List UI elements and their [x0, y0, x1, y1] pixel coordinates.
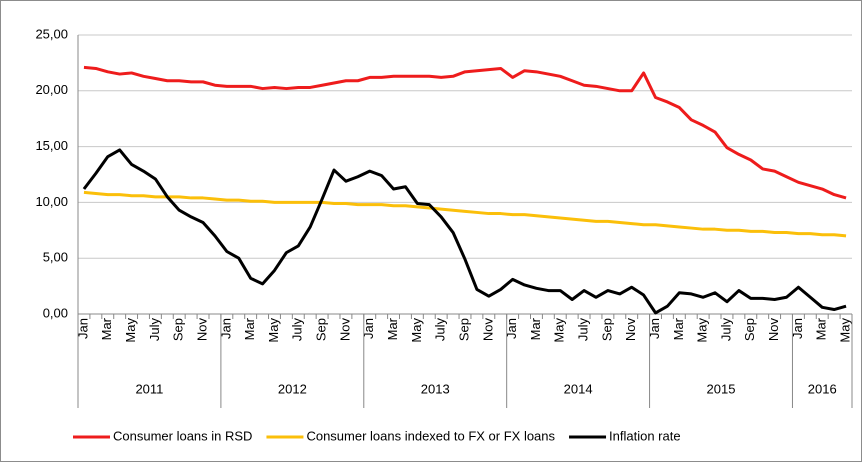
legend-label: Consumer loans in RSD [113, 428, 252, 443]
x-tick-label: May [266, 318, 281, 343]
x-tick-label: July [433, 318, 448, 342]
x-tick-label: Jan [218, 318, 233, 339]
x-tick-label: July [147, 318, 162, 342]
x-tick-label: Nov [194, 318, 209, 342]
year-label: 2016 [808, 381, 837, 396]
x-tick-label: Jan [790, 318, 805, 339]
x-tick-label: Sep [456, 318, 471, 341]
y-tick-label: 15,00 [35, 138, 68, 153]
line-series [82, 148, 847, 315]
x-tick-label: Jan [361, 318, 376, 339]
x-tick-label: July [576, 318, 591, 342]
year-label: 2013 [421, 381, 450, 396]
x-tick-label: Sep [314, 318, 329, 341]
y-tick-label: 25,00 [35, 26, 68, 41]
x-tick-label: Mar [814, 317, 829, 340]
x-tick-label: July [290, 318, 305, 342]
x-tick-label: Jan [504, 318, 519, 339]
x-tick-label: Nov [766, 318, 781, 342]
year-label: 2015 [707, 381, 736, 396]
x-tick-label: Mar [99, 317, 114, 340]
x-tick-label: May [552, 318, 567, 343]
x-tick-label: July [718, 318, 733, 342]
x-tick-label: Sep [171, 318, 186, 341]
y-tick-label: 0,00 [43, 305, 68, 320]
x-tick-label: Sep [742, 318, 757, 341]
x-tick-label: Nov [337, 318, 352, 342]
year-label: 2012 [278, 381, 307, 396]
x-tick-label: Nov [623, 318, 638, 342]
y-tick-label: 5,00 [43, 250, 68, 265]
legend-label: Inflation rate [609, 428, 681, 443]
line-series [83, 65, 847, 200]
year-label: 2011 [135, 381, 163, 396]
legend-label: Consumer loans indexed to FX or FX loans [306, 428, 555, 443]
x-tick-label: May [123, 318, 138, 343]
x-tick-label: Nov [480, 318, 495, 342]
line-series [83, 190, 847, 238]
y-tick-label: 10,00 [35, 194, 68, 209]
x-tick-label: May [837, 318, 852, 343]
x-tick-label: May [409, 318, 424, 343]
x-tick-label: Jan [647, 318, 662, 339]
x-tick-label: Mar [671, 317, 686, 340]
x-tick-label: Jan [75, 318, 90, 339]
x-tick-label: Sep [599, 318, 614, 341]
x-tick-label: May [695, 318, 710, 343]
x-tick-label: Mar [242, 317, 257, 340]
x-tick-label: Mar [528, 317, 543, 340]
y-tick-label: 20,00 [35, 82, 68, 97]
year-label: 2014 [564, 381, 593, 396]
x-tick-label: Mar [385, 317, 400, 340]
